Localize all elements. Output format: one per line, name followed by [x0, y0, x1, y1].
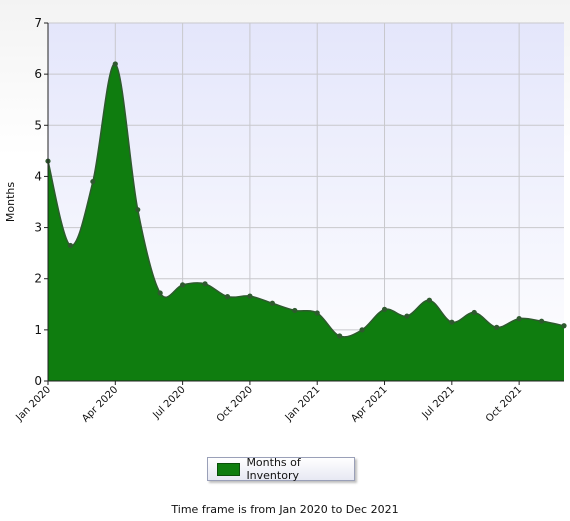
data-point[interactable]: [404, 313, 410, 319]
data-point[interactable]: [247, 293, 253, 299]
y-tick-label: 2: [34, 272, 42, 286]
data-point[interactable]: [292, 307, 298, 314]
x-tick-label: Jul 2021: [420, 384, 457, 421]
data-point[interactable]: [269, 300, 275, 306]
legend-swatch: [217, 462, 241, 476]
area-fill: [48, 63, 564, 382]
data-point[interactable]: [112, 61, 118, 67]
data-point[interactable]: [381, 306, 388, 312]
chart-legend: Months of Inventory: [207, 456, 355, 482]
time-frame-note: Time frame is from Jan 2020 to Dec 2021: [171, 503, 399, 516]
data-point[interactable]: [90, 178, 96, 185]
y-tick-label: 5: [34, 118, 42, 132]
y-tick-label: 1: [34, 323, 42, 337]
data-point[interactable]: [494, 324, 500, 330]
y-tick-labels: 0 1 2 3 4 5 6 7: [34, 16, 42, 388]
y-tick-label: 3: [34, 221, 42, 235]
y-tick-label: 4: [34, 169, 42, 183]
data-point[interactable]: [314, 310, 320, 316]
x-tick-label: Jan 2020: [13, 384, 53, 424]
x-tick-label: Apr 2020: [80, 384, 120, 424]
data-point[interactable]: [157, 290, 163, 296]
x-tick-label: Jan 2021: [283, 384, 323, 424]
x-tick-label: Oct 2021: [484, 384, 524, 424]
data-point[interactable]: [67, 242, 74, 249]
data-point[interactable]: [337, 333, 343, 339]
data-point[interactable]: [224, 294, 231, 300]
series-months-of-inventory: [45, 61, 567, 382]
x-tick-label: Oct 2020: [215, 384, 255, 424]
data-point[interactable]: [135, 207, 141, 213]
data-point[interactable]: [180, 282, 186, 288]
data-point[interactable]: [471, 309, 477, 316]
y-axis-title: Months: [4, 182, 17, 222]
y-tick-label: 0: [34, 374, 42, 388]
data-point[interactable]: [516, 316, 522, 322]
axes: [44, 22, 564, 385]
data-point[interactable]: [359, 327, 365, 333]
data-point[interactable]: [538, 318, 545, 324]
legend-label: Months of Inventory: [246, 456, 301, 482]
data-point[interactable]: [561, 323, 567, 329]
y-tick-label: 7: [34, 16, 42, 30]
y-tick-label: 6: [34, 67, 42, 81]
x-tick-label: Apr 2021: [349, 384, 389, 424]
x-tick-labels: Jan 2020 Apr 2020 Jul 2020 Oct 2020 Jan 2021…: [13, 384, 524, 424]
x-tick-label: Jul 2020: [150, 384, 187, 421]
data-point[interactable]: [426, 297, 432, 303]
data-point[interactable]: [449, 319, 455, 325]
data-point[interactable]: [202, 281, 208, 287]
